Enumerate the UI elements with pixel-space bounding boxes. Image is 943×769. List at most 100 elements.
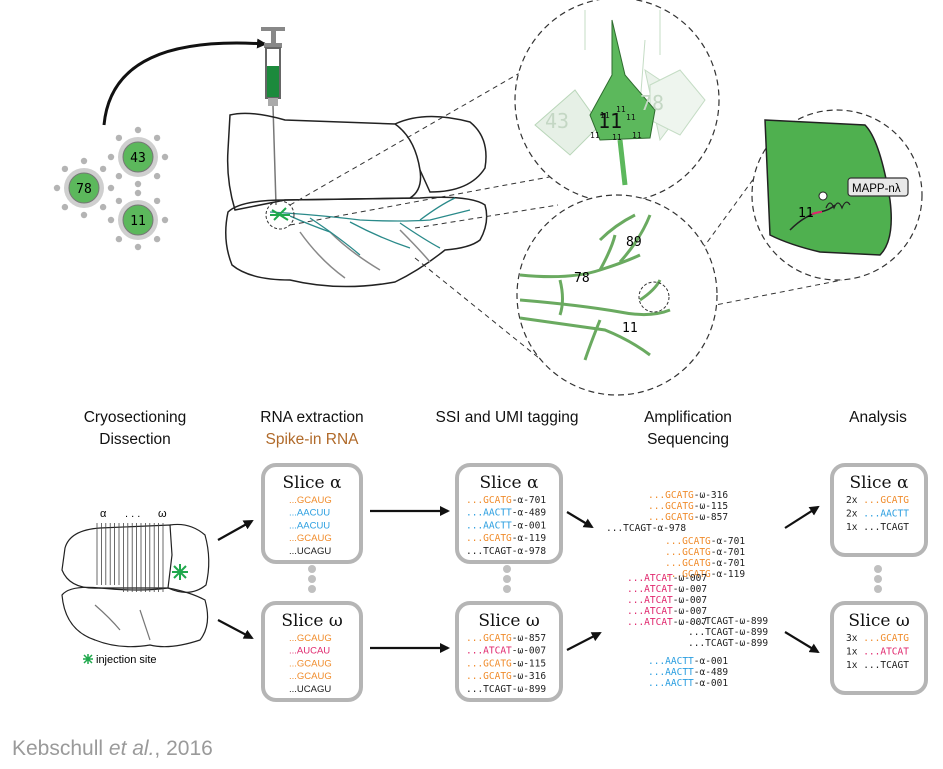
virus-spike: [80, 211, 88, 219]
ssi-umi-part: -ω-857: [512, 633, 546, 644]
ssi-umi-part: -ω-899: [734, 616, 769, 627]
virus-spike: [134, 189, 142, 197]
small-label: 11: [632, 131, 642, 140]
analysis-count-row: 1x ...ATCAT: [846, 647, 909, 658]
ssi-umi-part: -ω-316: [512, 671, 547, 682]
small-label: 11: [590, 131, 600, 140]
ssi-umi-part: -α-701: [711, 558, 746, 569]
analysis-count-row: 3x ...GCATG: [846, 633, 909, 644]
injection-site-marker: [265, 200, 295, 230]
sequence-part: ...TCAGT: [688, 616, 734, 627]
rna-sequence: ...AUCAU: [289, 646, 330, 657]
virus-particle: 78: [53, 157, 115, 219]
read-count: 2x: [846, 495, 858, 506]
citation-credit: Kebschull et al., 2016: [12, 737, 213, 760]
virus-spike: [153, 197, 161, 205]
ssi-umi-part: -α-489: [512, 508, 547, 519]
analysis-count-row: 2x ...GCATG: [846, 495, 909, 506]
ellipsis-dot: [308, 575, 316, 583]
step-title: Cryosectioning: [84, 409, 187, 426]
read-count: 3x: [846, 633, 858, 644]
sequence-part: ...GCATG: [863, 633, 909, 644]
small-label: 11: [612, 133, 622, 142]
slice-box: [455, 463, 563, 564]
virus-spike: [61, 165, 69, 173]
ssi-umi-part: -ω-007: [673, 606, 707, 617]
sequence-part: ...AACTT: [648, 667, 694, 678]
amplified-read: ...GCATG-α-701: [665, 547, 745, 558]
sequence-part: ...GCATG: [466, 658, 512, 669]
legend-injection-icon: [83, 654, 93, 664]
amplified-read: ...AACTT-α-489: [648, 667, 728, 678]
sequence-part: ...GCATG: [466, 671, 512, 682]
sequence-part: ...TCAGT: [688, 627, 734, 638]
virus-spike: [153, 235, 161, 243]
virus-spike: [99, 203, 107, 211]
ssi-umi-part: -α-978: [652, 523, 687, 534]
virus-spike: [153, 172, 161, 180]
section-lines: [96, 523, 164, 592]
section-label-dots: . . .: [125, 508, 140, 520]
sequence-part: ...GCATG: [863, 495, 909, 506]
sequence-part: ...ATCAT: [627, 573, 673, 584]
amplified-read: ...ATCAT-ω-007: [627, 617, 707, 628]
read-count: 2x: [846, 509, 858, 520]
tagged-sequence: ...TCAGT-α-978: [466, 546, 546, 557]
neuron-label-43: 43: [545, 109, 569, 133]
sequence-part: ...TCAGT: [688, 638, 734, 649]
virus-spike: [134, 180, 142, 188]
neuron-label-78: 78: [640, 91, 664, 115]
sequence-part: ...ATCAT: [627, 606, 673, 617]
axon-label-11: 11: [622, 321, 638, 336]
sequence-part: ...GCATG: [665, 536, 711, 547]
bouton-barcode-label: 11: [798, 206, 814, 221]
virus-spike: [115, 172, 123, 180]
amplified-read: ...TCAGT-ω-899: [688, 638, 768, 649]
rna-sequence: ...UCAGU: [289, 684, 331, 695]
rna-sequence: ...AACUU: [289, 508, 330, 519]
ssi-umi-part: -α-489: [694, 667, 729, 678]
zoom-axons: 89 78 11: [516, 194, 718, 396]
ssi-umi-part: -α-001: [694, 678, 729, 689]
analysis-count-row: 1x ...TCAGT: [846, 660, 909, 671]
virus-spike: [107, 184, 115, 192]
sequence-part: ...TCAGT: [466, 546, 512, 557]
tagged-sequence: ...GCATG-α-119: [466, 533, 546, 544]
virus-spike: [134, 126, 142, 134]
sequence-part: ...ATCAT: [627, 595, 673, 606]
amplified-read: ...TCAGT-ω-899: [688, 627, 768, 638]
virus-core: [68, 172, 100, 204]
sequence-part: ...AACTT: [648, 678, 694, 689]
sequence-part: ...ATCAT: [863, 647, 909, 658]
ellipsis-dot: [308, 585, 316, 593]
ssi-umi-part: -α-701: [711, 536, 746, 547]
analysis-count-row: 2x ...AACTT: [846, 509, 909, 520]
sequence-part: ...AACTT: [648, 656, 694, 667]
ssi-umi-part: -α-001: [694, 656, 729, 667]
ssi-umi-part: -ω-007: [673, 584, 707, 595]
sequence-part: ...ATCAT: [627, 584, 673, 595]
slice-title: Slice α: [850, 473, 910, 493]
amplified-read: ...GCATG-α-701: [665, 536, 745, 547]
virus-spike: [53, 184, 61, 192]
ssi-umi-part: -ω-857: [694, 512, 728, 523]
virus-spike: [161, 153, 169, 161]
sequence-part: ...GCATG: [466, 633, 512, 644]
virus-spike: [99, 165, 107, 173]
tagged-sequence: ...GCATG-α-701: [466, 495, 546, 506]
ssi-umi-part: -ω-899: [734, 638, 769, 649]
tagged-sequence: ...GCATG-ω-115: [466, 658, 546, 669]
amplified-read: ...GCATG-ω-857: [648, 512, 728, 523]
rna-sequence: ...GCAUG: [289, 671, 332, 682]
tagged-sequence: ...GCATG-ω-857: [466, 633, 546, 644]
ellipsis-dot: [308, 565, 316, 573]
mapp-tag-label: MAPP-nλ: [852, 183, 901, 195]
virus-spike: [80, 157, 88, 165]
sequence-part: ...GCATG: [665, 547, 711, 558]
step-subtitle: Spike-in RNA: [265, 431, 359, 448]
ellipsis-dot: [503, 565, 511, 573]
sequence-part: ...GCATG: [648, 512, 694, 523]
axon-label-78: 78: [574, 271, 590, 286]
ssi-umi-part: -α-701: [512, 495, 547, 506]
